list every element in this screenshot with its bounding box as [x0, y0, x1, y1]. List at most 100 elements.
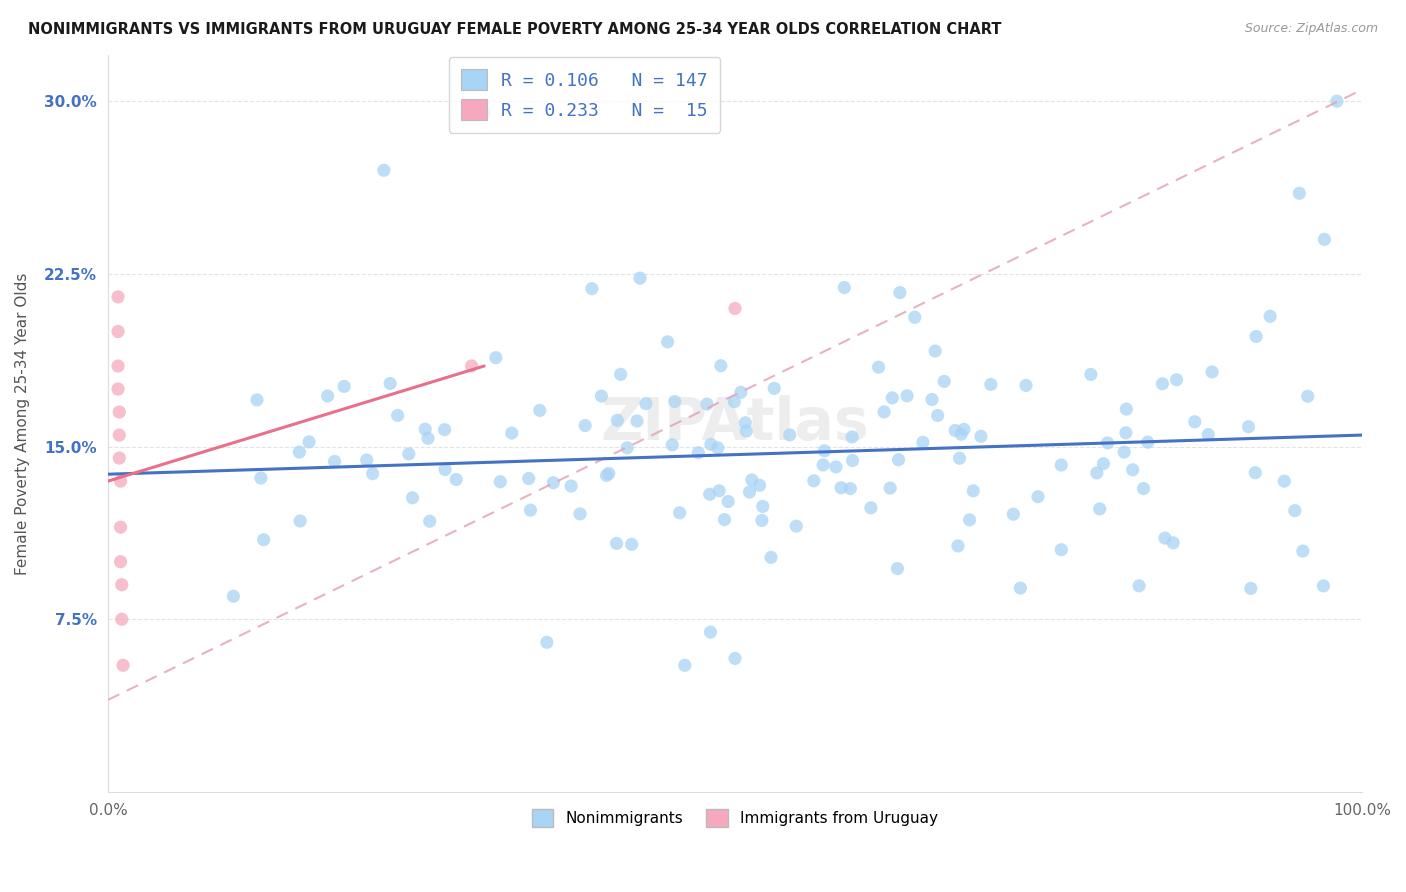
Point — [688, 446, 710, 460]
Point — [803, 474, 825, 488]
Point — [1122, 463, 1144, 477]
Point — [1288, 186, 1310, 201]
Point — [841, 430, 863, 444]
Point — [1050, 458, 1073, 472]
Point — [763, 381, 786, 395]
Point — [401, 491, 423, 505]
Point — [723, 394, 745, 409]
Point — [574, 418, 596, 433]
Point — [738, 485, 761, 500]
Point — [970, 429, 993, 443]
Point — [946, 539, 969, 553]
Point — [1296, 389, 1319, 403]
Point — [882, 391, 904, 405]
Point — [825, 459, 848, 474]
Point — [1152, 376, 1174, 391]
Point — [707, 441, 730, 455]
Point — [707, 483, 730, 498]
Point — [373, 163, 395, 178]
Point — [813, 443, 835, 458]
Point — [1050, 542, 1073, 557]
Point — [107, 325, 129, 339]
Point — [735, 424, 758, 438]
Point — [1154, 531, 1177, 545]
Point — [378, 376, 401, 391]
Point — [962, 483, 984, 498]
Point — [873, 405, 896, 419]
Point — [841, 453, 863, 467]
Point — [581, 282, 603, 296]
Point — [489, 475, 512, 489]
Point — [832, 280, 855, 294]
Point — [517, 471, 540, 485]
Point — [519, 503, 541, 517]
Point — [1015, 378, 1038, 392]
Point — [699, 487, 721, 501]
Point — [1085, 466, 1108, 480]
Point — [1092, 457, 1115, 471]
Point — [710, 359, 733, 373]
Point — [543, 475, 565, 490]
Point — [387, 409, 409, 423]
Point — [1080, 368, 1102, 382]
Point — [1312, 579, 1334, 593]
Point — [700, 437, 723, 451]
Point — [333, 379, 356, 393]
Point — [1237, 419, 1260, 434]
Point — [1313, 232, 1336, 246]
Point — [943, 424, 966, 438]
Point — [953, 422, 976, 436]
Point — [1184, 415, 1206, 429]
Point — [959, 513, 981, 527]
Point — [948, 451, 970, 466]
Point — [1002, 507, 1025, 521]
Point — [879, 481, 901, 495]
Point — [785, 519, 807, 533]
Point — [598, 467, 620, 481]
Point — [886, 561, 908, 575]
Point — [288, 445, 311, 459]
Point — [616, 441, 638, 455]
Point — [472, 105, 495, 120]
Point — [1240, 582, 1263, 596]
Point — [657, 334, 679, 349]
Point — [501, 426, 523, 441]
Point — [111, 612, 134, 626]
Point — [609, 368, 631, 382]
Point — [1292, 544, 1315, 558]
Point — [1161, 536, 1184, 550]
Point — [751, 513, 773, 527]
Point — [934, 375, 956, 389]
Point — [724, 301, 747, 316]
Point — [759, 550, 782, 565]
Point — [246, 392, 269, 407]
Point — [108, 451, 131, 466]
Point — [1258, 310, 1281, 324]
Point — [485, 351, 508, 365]
Point — [1026, 490, 1049, 504]
Point — [924, 344, 946, 359]
Point — [927, 409, 949, 423]
Point — [416, 431, 439, 445]
Point — [730, 385, 752, 400]
Point — [560, 479, 582, 493]
Text: ZIPAtlas: ZIPAtlas — [600, 395, 869, 452]
Point — [1272, 474, 1295, 488]
Point — [1166, 373, 1188, 387]
Point — [620, 537, 643, 551]
Point — [433, 423, 456, 437]
Point — [222, 589, 245, 603]
Point — [696, 397, 718, 411]
Point — [316, 389, 339, 403]
Point — [673, 658, 696, 673]
Point — [1132, 482, 1154, 496]
Point — [628, 271, 651, 285]
Point — [361, 467, 384, 481]
Point — [1097, 436, 1119, 450]
Point — [811, 458, 834, 472]
Point — [111, 578, 134, 592]
Point — [868, 360, 890, 375]
Point — [664, 394, 686, 409]
Point — [980, 377, 1002, 392]
Point — [460, 359, 482, 373]
